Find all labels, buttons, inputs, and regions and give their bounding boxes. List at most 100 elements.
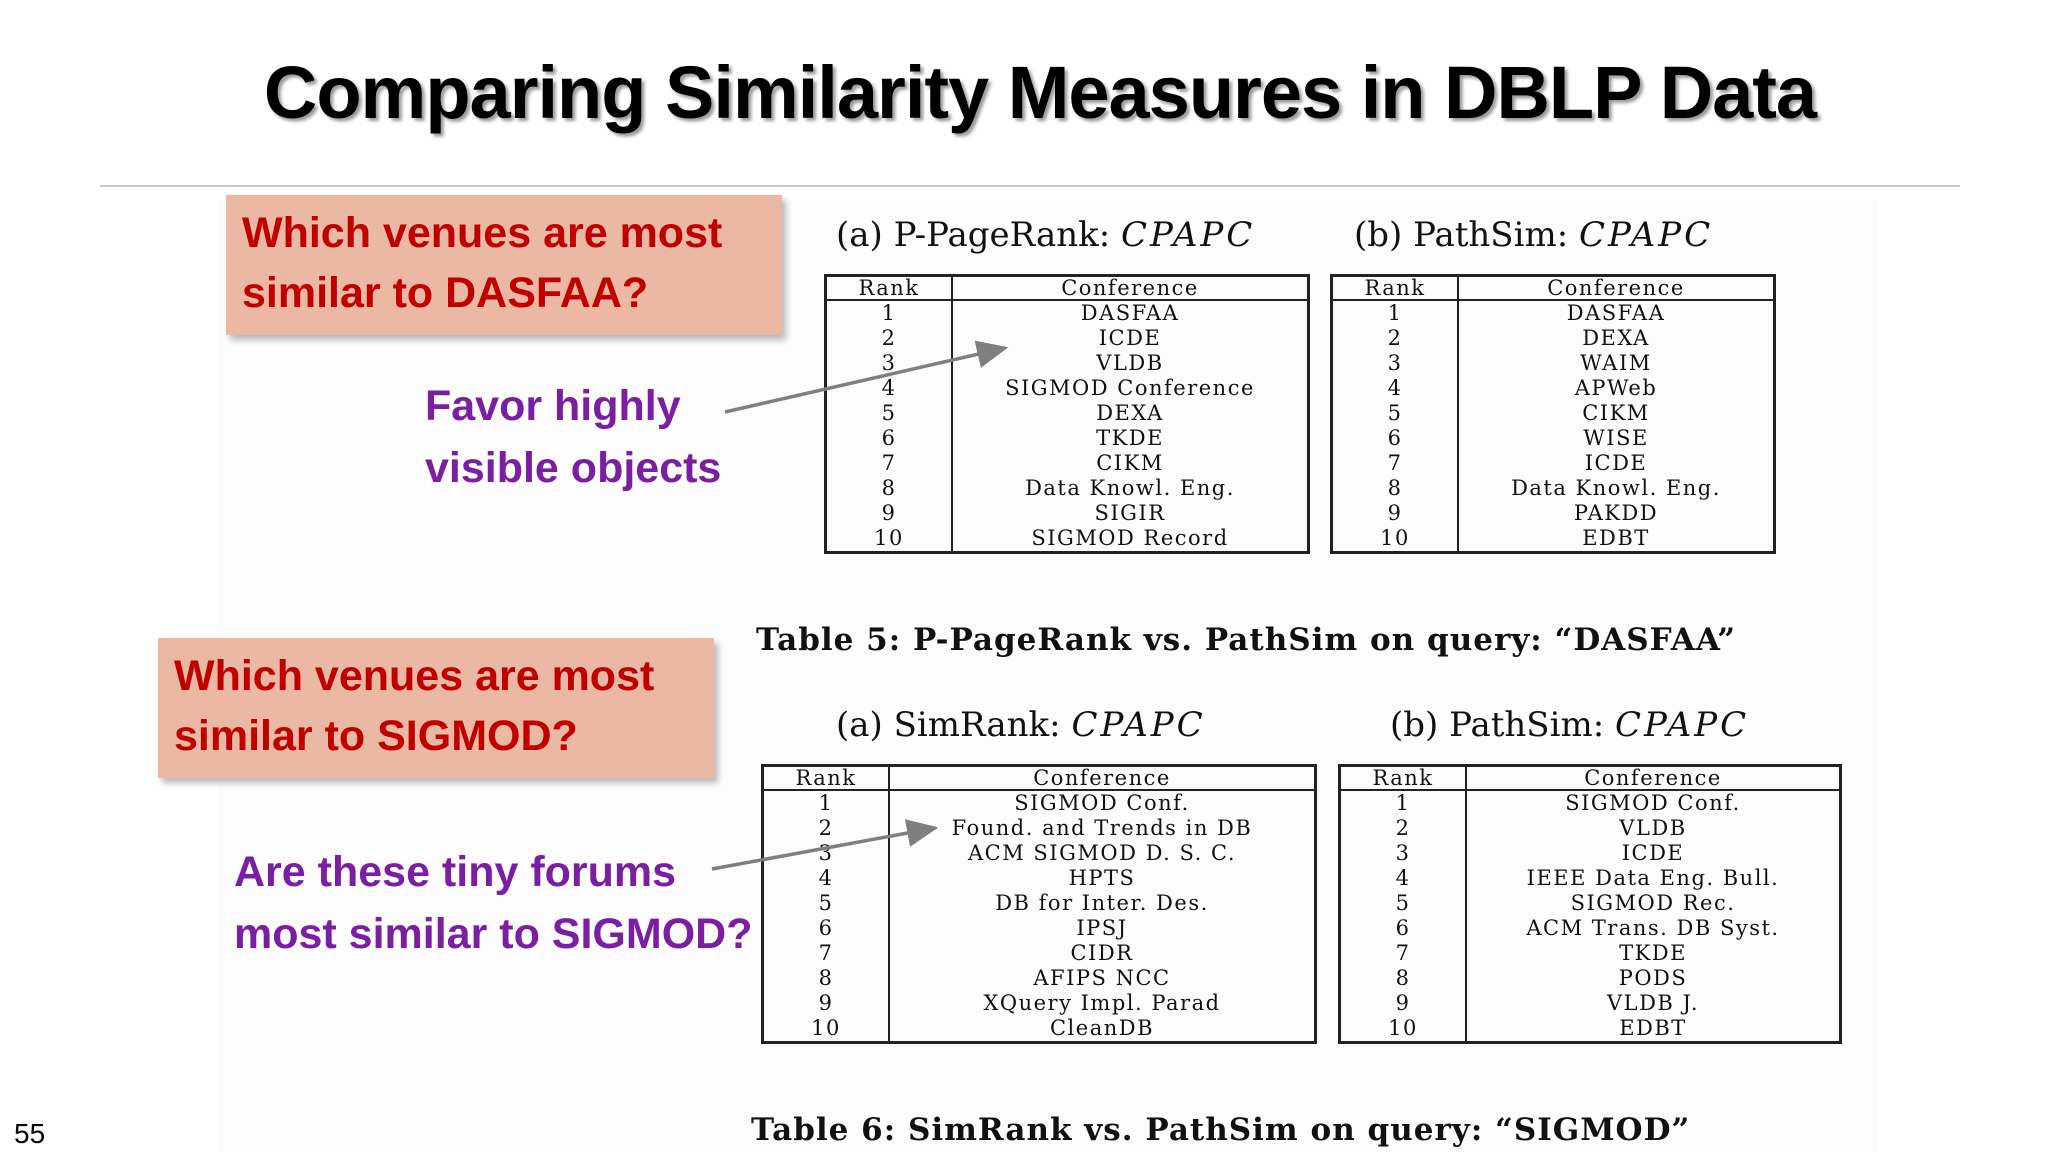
table5-b: Rank Conference 1 DASFAA 2 DEXA 3 WAIM 4 APWeb 5 CI… [1330,274,1776,554]
conference-cell: Data Knowl. Eng. [1511,476,1721,500]
table-row: 7 CIDR [762,941,1316,966]
rank-cell: 10 [825,526,953,553]
conference-cell: APWeb [1574,376,1658,400]
rank-cell: 6 [825,426,953,451]
conference-cell: EDBT [1582,526,1650,550]
table-row: 10 SIGMOD Record [825,526,1309,553]
conference-cell: SIGIR [1094,501,1166,525]
conference-cell: IEEE Data Eng. Bull. [1526,866,1780,890]
note-line: Are these tiny forums [234,848,677,896]
table-row: 10 EDBT [1331,526,1775,553]
rank-cell: 3 [1331,351,1459,376]
note-line: Favor highly [425,382,681,430]
rank-cell: 9 [762,991,890,1016]
slide-title: Comparing Similarity Measures in DBLP Da… [263,51,1817,134]
slide-number: 55 [14,1118,46,1149]
conference-cell: XQuery Impl. Parad [983,991,1221,1015]
rank-cell: 7 [825,451,953,476]
conference-cell: WAIM [1580,351,1652,375]
title-divider [100,185,1960,187]
conference-header: Conference [889,765,1316,791]
conference-cell: SIGMOD Rec. [1570,891,1736,915]
table-row: 6 IPSJ [762,916,1316,941]
rank-cell: 10 [762,1016,890,1043]
conference-cell: DEXA [1582,326,1650,350]
table-row: 4 APWeb [1331,376,1775,401]
conference-cell: DASFAA [1080,301,1180,325]
conference-cell: DASFAA [1566,301,1666,325]
callout-line: similar to DASFAA? [242,269,649,317]
table-row: 2 VLDB [1339,816,1841,841]
table6-b: Rank Conference 1 SIGMOD Conf. 2 VLDB 3 ICDE 4 IE… [1338,764,1842,1044]
rank-cell: 8 [762,966,890,991]
conference-cell: ICDE [1621,841,1685,865]
table-row: 10 CleanDB [762,1016,1316,1043]
table-row: 3 VLDB [825,351,1309,376]
table6-subcaption-a: (a) SimRank: CPAPC [836,705,1206,745]
rank-cell: 4 [762,866,890,891]
table-row: 6 WISE [1331,426,1775,451]
rank-cell: 8 [1331,476,1459,501]
conference-cell: ICDE [1584,451,1648,475]
conference-cell: SIGMOD Record [1031,526,1229,550]
rank-cell: 5 [1339,891,1467,916]
conference-cell: VLDB [1619,816,1687,840]
table-row: 5 DEXA [825,401,1309,426]
meta-path: CPAPC [1578,215,1714,255]
conference-cell: DB for Inter. Des. [995,891,1209,915]
rank-cell: 5 [762,891,890,916]
conference-cell: PODS [1618,966,1688,990]
rank-header: Rank [1339,765,1467,791]
subcaption-prefix: (b) PathSim: [1354,215,1579,255]
conference-cell: CIKM [1582,401,1650,425]
rank-cell: 2 [1339,816,1467,841]
subcaption-prefix: (a) SimRank: [836,705,1072,745]
conference-header: Conference [952,275,1309,301]
table-row: 7 ICDE [1331,451,1775,476]
callout-sigmod: Which venues are most similar to SIGMOD? [158,638,714,778]
table5-subcaption-a: (a) P-PageRank: CPAPC [836,215,1255,255]
conference-header: Conference [1466,765,1841,791]
table-row: 8 Data Knowl. Eng. [825,476,1309,501]
table5-subcaption-b: (b) PathSim: CPAPC [1354,215,1713,255]
rank-header: Rank [762,765,890,791]
conference-cell: ACM SIGMOD D. S. C. [967,841,1237,865]
rank-header: Rank [1331,275,1459,301]
table-row: 1 SIGMOD Conf. [1339,790,1841,816]
rank-cell: 9 [1331,501,1459,526]
conference-cell: VLDB [1096,351,1164,375]
conference-cell: Data Knowl. Eng. [1025,476,1235,500]
subcaption-prefix: (a) P-PageRank: [836,215,1122,255]
rank-cell: 3 [762,841,890,866]
conference-header: Conference [1458,275,1775,301]
table-row: 5 CIKM [1331,401,1775,426]
rank-cell: 1 [1331,300,1459,326]
table-row: 8 AFIPS NCC [762,966,1316,991]
table-row: 6 TKDE [825,426,1309,451]
rank-cell: 7 [1339,941,1467,966]
rank-cell: 10 [1339,1016,1467,1043]
rank-cell: 1 [1339,790,1467,816]
conference-cell: WISE [1583,426,1649,450]
rank-cell: 2 [762,816,890,841]
conference-cell: SIGMOD Conf. [1014,791,1190,815]
conference-cell: DEXA [1096,401,1164,425]
table-row: 9 SIGIR [825,501,1309,526]
table-row: 4 HPTS [762,866,1316,891]
table6-caption: Table 6: SimRank vs. PathSim on query: “… [751,1112,1691,1148]
conference-cell: IPSJ [1076,916,1128,940]
rank-cell: 1 [825,300,953,326]
rank-cell: 4 [825,376,953,401]
table6-subcaption-b: (b) PathSim: CPAPC [1390,705,1749,745]
table-row: 2 DEXA [1331,326,1775,351]
note-tiny-forums: Are these tiny forums most similar to SI… [234,841,752,965]
rank-cell: 7 [1331,451,1459,476]
note-visible-objects: Favor highly visible objects [425,375,721,499]
table-row: 6 ACM Trans. DB Syst. [1339,916,1841,941]
rank-cell: 5 [825,401,953,426]
table-row: 5 SIGMOD Rec. [1339,891,1841,916]
rank-cell: 6 [762,916,890,941]
note-line: most similar to SIGMOD? [234,910,753,958]
rank-cell: 8 [1339,966,1467,991]
conference-cell: HPTS [1068,866,1136,890]
